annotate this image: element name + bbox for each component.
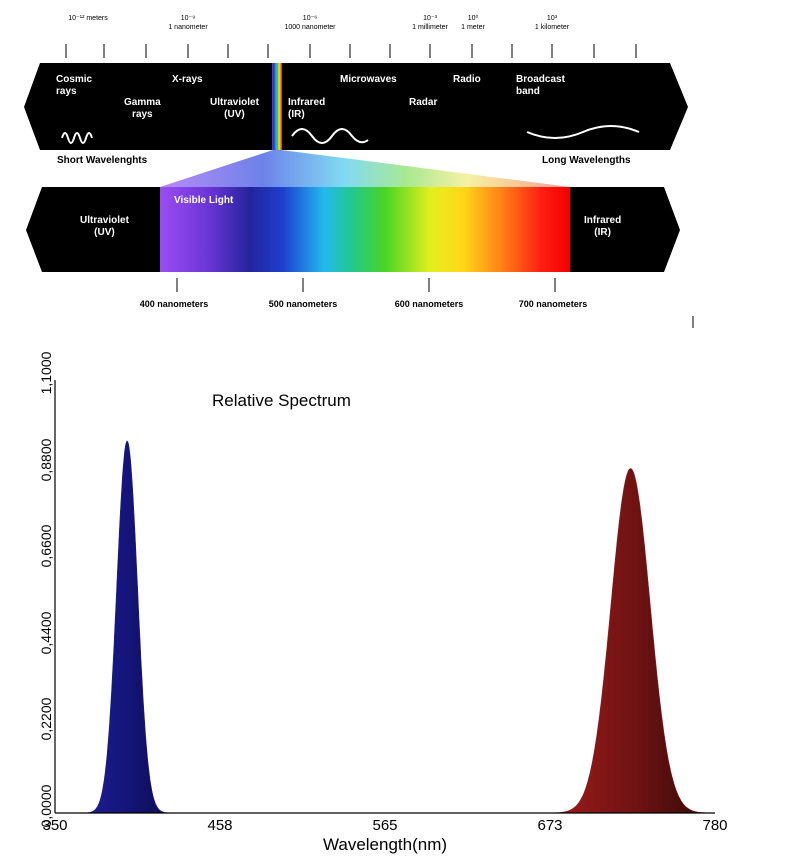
long-wave-icon: [526, 125, 640, 139]
nm-label-500: 500 nanometers: [268, 299, 338, 309]
scale-label-4: 10⁻³ 1 millimeter: [412, 14, 448, 32]
top-band: [24, 63, 688, 150]
y-tick-3: 0,6600: [38, 524, 54, 568]
nm-label-700: 700 nanometers: [518, 299, 588, 309]
scale-label-4-line2: 1 millimeter: [412, 24, 448, 31]
chart-title: Relative Spectrum: [212, 391, 351, 410]
y-tick-4: 0,8800: [38, 438, 54, 482]
band-cosmic-rays: Cosmic rays: [56, 74, 93, 97]
scale-label-6-line2: 1 kilometer: [534, 24, 570, 31]
long-wavelengths-label: Long Wavelengths: [542, 155, 631, 166]
visible-light-title: Visible Light: [174, 195, 234, 206]
scale-label-3-line2: 1000 nanometer: [284, 24, 336, 31]
x-tick-2: 565: [372, 817, 398, 834]
short-wave-icon: [61, 132, 93, 144]
band-microwaves: Microwaves: [340, 74, 397, 85]
scale-label-2-line2: 1 nanometer: [168, 24, 208, 31]
band-infrared: Infrared (IR): [288, 97, 326, 120]
scale-label-6-line1: 10³: [546, 15, 558, 22]
spectrum-peak-1: [80, 440, 175, 814]
scale-label-2-line1: 10⁻⁹: [180, 15, 196, 22]
x-tick-1: 458: [207, 817, 233, 834]
band-radar: Radar: [409, 97, 438, 108]
medium-wave-icon: [291, 128, 369, 144]
scale-label-5: 10⁰ 1 meter: [461, 14, 485, 32]
spectrum-peak-2: [542, 468, 715, 814]
nm-label-400: 400 nanometers: [139, 299, 209, 309]
scale-label-5-line2: 1 meter: [461, 24, 485, 31]
scale-label-6: 10³ 1 kilometer: [535, 14, 569, 32]
x-tick-4: 780: [702, 817, 728, 834]
scale-label-4-line1: 10⁻³: [423, 15, 437, 22]
x-tick-3: 673: [537, 817, 563, 834]
band-broadcast: Broadcast band: [516, 74, 565, 97]
x-axis-label: Wavelength(nm): [322, 835, 448, 854]
visible-ir-label: Infrared (IR): [584, 215, 622, 238]
visible-spectrum-bar: [160, 187, 570, 272]
y-tick-2: 0,4400: [38, 611, 54, 655]
scale-label-3: 10⁻⁶ 1000 nanometer: [285, 14, 336, 32]
chart-plot-area: [54, 380, 715, 814]
band-ultraviolet: Ultraviolet (UV): [210, 97, 259, 120]
scale-label-2: 10⁻⁹ 1 nanometer: [168, 14, 207, 32]
band-radio: Radio: [453, 74, 481, 85]
visible-uv-label: Ultraviolet (UV): [80, 215, 129, 238]
em-spectrum-diagram: 10⁻¹² meters 10⁻⁹ 1 nanometer 10⁻⁶ 1000 …: [0, 0, 790, 330]
thin-visible-slice: [272, 63, 282, 150]
band-x-rays: X-rays: [172, 74, 203, 85]
top-scale-ticks: [65, 44, 637, 58]
visible-fan: [160, 150, 570, 187]
scale-label-1-line1: 10⁻¹² meters: [68, 15, 108, 22]
y-tick-1: 0,2200: [38, 697, 54, 741]
scale-label-1: 10⁻¹² meters: [68, 14, 107, 23]
y-tick-5: 1,1000: [38, 351, 54, 395]
scale-label-3-line1: 10⁻⁶: [302, 15, 318, 22]
nm-label-600: 600 nanometers: [394, 299, 464, 309]
short-wavelengths-label: Short Wavelenghts: [57, 155, 148, 166]
band-gamma-rays: Gamma rays: [124, 97, 161, 120]
nm-ticks: [176, 278, 556, 292]
relative-spectrum-chart: Relative Spectrum 0,0000 0,2200 0,4400 0…: [0, 335, 790, 862]
x-tick-0: 350: [42, 817, 68, 834]
em-spectrum-graphic: [24, 44, 694, 328]
scale-label-5-line1: 10⁰: [467, 15, 479, 22]
